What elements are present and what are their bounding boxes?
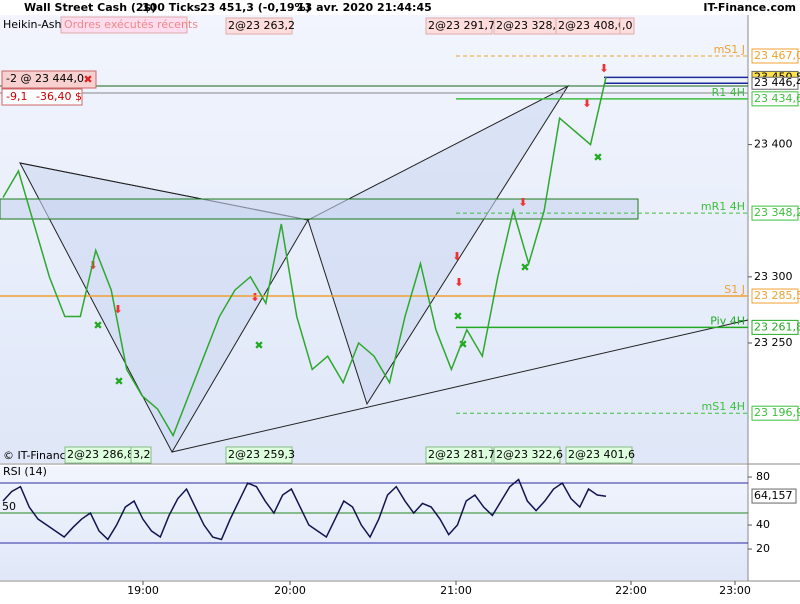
price-tag-label: 23 446,4 bbox=[754, 76, 800, 89]
arrow: ⬇ bbox=[582, 97, 591, 110]
marker: ✖ bbox=[114, 375, 123, 388]
level-name: S1 J bbox=[724, 283, 745, 296]
rsi-panel bbox=[0, 466, 748, 580]
marker: ✖ bbox=[254, 339, 263, 352]
arrow: ⬇ bbox=[599, 62, 608, 75]
order-tag-label: 3,2 bbox=[133, 448, 151, 461]
order-tag-label: 2@23 291,7 bbox=[428, 19, 495, 32]
order-tag-label: 2@23 263,2 bbox=[228, 19, 295, 32]
order-tag bbox=[493, 446, 561, 464]
points: -9,1 bbox=[6, 90, 27, 103]
level-tag bbox=[751, 91, 799, 107]
ticks: 100 Ticks bbox=[142, 1, 201, 14]
close-button[interactable]: ✖ bbox=[83, 73, 92, 86]
arrow: ⬇ bbox=[113, 303, 122, 316]
series-line bbox=[2, 478, 607, 541]
marker: ✖ bbox=[593, 151, 602, 164]
price-tag bbox=[751, 76, 799, 90]
rsi-last-label: 64,157 bbox=[754, 489, 793, 502]
order-tag bbox=[425, 17, 493, 35]
rsi-level-label: 50 bbox=[2, 500, 16, 513]
y-tick-label: 20 bbox=[756, 542, 770, 555]
rsi-last-tag bbox=[751, 488, 797, 504]
marker: ✖ bbox=[458, 338, 467, 351]
symbol: Wall Street Cash (2$) bbox=[24, 1, 156, 14]
pnl: -36,40 $ bbox=[36, 90, 82, 103]
order-tag-label: 2@23 328,0 bbox=[496, 19, 563, 32]
order-tag-label: 2@23 408,0 bbox=[558, 19, 625, 32]
level-name: mS1 4H bbox=[702, 400, 745, 413]
arrow: ⬇ bbox=[452, 250, 461, 263]
x-tick-label: 22:00 bbox=[615, 584, 647, 597]
brand: IT-Finance.com bbox=[703, 1, 796, 14]
order: -2 @ 23 444,0 bbox=[6, 72, 84, 85]
order-tag-label: 2@23 281,7 bbox=[428, 448, 495, 461]
arrow: ⬇ bbox=[250, 291, 259, 304]
level-name: mS1 J bbox=[714, 43, 745, 56]
level-value: 23 467,0 bbox=[754, 49, 800, 62]
level-name: R1 4H bbox=[712, 86, 745, 99]
order-tag-label: 2@23 322,6 bbox=[496, 448, 563, 461]
mode[interactable]: Heikin-Ashi bbox=[3, 18, 65, 31]
level-value: 23 434,6 bbox=[754, 92, 800, 105]
pnl-box bbox=[1, 88, 83, 106]
series-line bbox=[2, 76, 607, 438]
order-tag bbox=[565, 446, 633, 464]
level-tag bbox=[751, 205, 799, 221]
y-tick-label: 23 400 bbox=[754, 138, 793, 151]
level-value: 23 196,9 bbox=[754, 406, 800, 419]
arrow: ⬇ bbox=[518, 196, 527, 209]
x-tick-label: 21:00 bbox=[440, 584, 472, 597]
zone bbox=[0, 198, 639, 220]
level-value: 23 348,2 bbox=[754, 206, 800, 219]
pattern-bcd bbox=[307, 84, 570, 406]
level-tag bbox=[751, 288, 799, 304]
order-tag bbox=[225, 446, 293, 464]
orders-button[interactable] bbox=[60, 16, 188, 34]
order-tag-label: 2@23 286,8 bbox=[67, 448, 134, 461]
order-tag-label: 2@23 401,6 bbox=[568, 448, 635, 461]
order-tag-label: ,0 bbox=[622, 19, 633, 32]
order-tag bbox=[130, 446, 152, 464]
level-tag bbox=[751, 319, 799, 335]
order-tag bbox=[619, 17, 635, 35]
order-tag-label: 2@23 259,3 bbox=[228, 448, 295, 461]
level-name: mR1 4H bbox=[701, 200, 745, 213]
level-tag bbox=[751, 48, 799, 64]
y-tick-label: 40 bbox=[756, 518, 770, 531]
markers: ✖ ✖ ✖ ✖ ✖ ✖ ✖ ⬇ ⬇ ⬇ ⬇ ⬇ ⬇ ⬇ ⬇ bbox=[88, 62, 608, 388]
marker: ✖ bbox=[520, 261, 529, 274]
orders[interactable]: Ordres exécutés récents bbox=[64, 18, 198, 31]
x-tick-label: 19:00 bbox=[127, 584, 159, 597]
position-box bbox=[1, 70, 97, 89]
rsi-title: RSI (14) bbox=[3, 465, 47, 478]
level-tag bbox=[751, 405, 799, 421]
level-value: 23 261,8 bbox=[754, 320, 800, 333]
y-tick-label: 23 250 bbox=[754, 336, 793, 349]
y-tick-label: 23 300 bbox=[754, 270, 793, 283]
level-value: 23 285,5 bbox=[754, 289, 800, 302]
order-tag bbox=[425, 446, 493, 464]
x-tick-label: 23:00 bbox=[719, 584, 751, 597]
x-tick-label: 20:00 bbox=[274, 584, 306, 597]
datetime: 13 avr. 2020 21:44:45 bbox=[297, 1, 432, 14]
level-name: Piv 4H bbox=[710, 314, 745, 327]
trend-line bbox=[171, 319, 749, 453]
order-tag bbox=[225, 17, 293, 35]
y-tick-label: 80 bbox=[756, 470, 770, 483]
arrow: ⬇ bbox=[454, 276, 463, 289]
quote: 23 451,3 (-0,19%) bbox=[200, 1, 311, 14]
marker: ✖ bbox=[93, 319, 102, 332]
marker: ✖ bbox=[453, 310, 462, 323]
